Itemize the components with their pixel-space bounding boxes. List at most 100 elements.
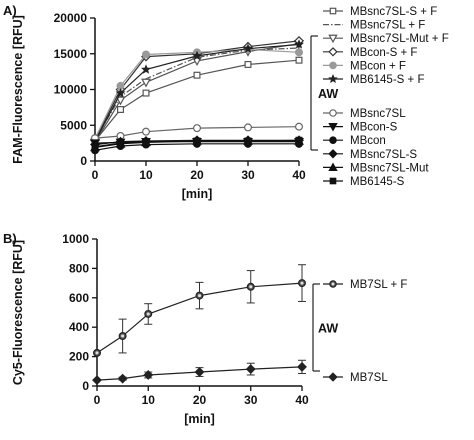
legend-marker bbox=[328, 47, 338, 57]
aw-bracket: AW bbox=[310, 35, 338, 151]
x-axis-title: [min] bbox=[182, 187, 213, 201]
data-point bbox=[115, 87, 126, 98]
legend: MB7SL + F MB7SL bbox=[323, 279, 407, 384]
series-line bbox=[94, 59, 300, 142]
series-line bbox=[94, 43, 300, 142]
data-point bbox=[295, 122, 304, 131]
y-tick-label: 400 bbox=[69, 320, 89, 334]
legend-label: MBcon bbox=[350, 135, 386, 147]
data-point bbox=[117, 373, 128, 384]
legend-marker bbox=[328, 74, 338, 84]
legend-label: MB6145-S + F bbox=[350, 74, 424, 86]
legend-label: MB6145-S bbox=[350, 176, 405, 188]
x-tick-label: 10 bbox=[139, 168, 153, 182]
data-point bbox=[243, 43, 253, 53]
y-tick-label: 0 bbox=[80, 154, 87, 168]
y-tick-label: 200 bbox=[69, 350, 89, 364]
bracket-label: AW bbox=[318, 87, 338, 101]
legend-label: MB7SL bbox=[350, 372, 388, 384]
data-point bbox=[117, 139, 124, 147]
data-point bbox=[142, 127, 151, 136]
series-line bbox=[96, 282, 303, 354]
legend-label: MBsnc7SL-S bbox=[350, 149, 417, 161]
data-point bbox=[142, 138, 150, 146]
legend-label: MBsnc7SL-Mut bbox=[350, 162, 429, 174]
x-axis-title: [min] bbox=[184, 412, 215, 426]
data-point bbox=[91, 143, 99, 151]
legend-label: MBcon + F bbox=[350, 60, 406, 72]
legend-marker bbox=[329, 109, 337, 117]
panel-a: A) 0 5000 10000 15000 20000 0 10 20 30 40 [min] FAM-… bbox=[3, 3, 449, 201]
legend-label: MB7SL + F bbox=[350, 279, 407, 291]
series-line bbox=[94, 126, 300, 139]
data-point bbox=[194, 367, 205, 377]
legend-marker bbox=[328, 372, 338, 382]
data-point bbox=[117, 106, 124, 114]
y-tick-label: 15000 bbox=[54, 47, 88, 61]
y-axis-title: Cy5-Fluorescence [RFU] bbox=[11, 240, 25, 385]
data-point-center bbox=[197, 294, 202, 298]
x-tick-label: 0 bbox=[92, 168, 99, 182]
x-tick-label: 40 bbox=[292, 168, 306, 182]
legend-label: MBcon-S bbox=[350, 122, 398, 134]
x-tick-label: 40 bbox=[295, 393, 309, 407]
series-line bbox=[94, 40, 300, 141]
series-line bbox=[94, 48, 300, 140]
y-tick-label: 1000 bbox=[62, 232, 89, 246]
panel-label: A) bbox=[3, 3, 17, 18]
series-0 bbox=[92, 264, 307, 357]
data-point bbox=[192, 50, 202, 61]
data-point bbox=[142, 89, 150, 97]
series-11 bbox=[91, 136, 303, 151]
data-point bbox=[245, 364, 256, 375]
data-point bbox=[295, 136, 303, 144]
legend-label: MBcon-S + F bbox=[350, 47, 417, 59]
data-point bbox=[244, 60, 252, 68]
panel-label: B) bbox=[3, 231, 17, 246]
series-line bbox=[94, 139, 300, 148]
legend-label: MBsnc7SL + F bbox=[350, 20, 425, 32]
series-1 bbox=[92, 359, 307, 386]
data-point bbox=[244, 137, 252, 145]
x-tick-label: 20 bbox=[193, 393, 207, 407]
legend-marker bbox=[329, 136, 337, 145]
y-axis-title: FAM-Fluorescence [RFU] bbox=[11, 15, 25, 164]
y-tick-label: 5000 bbox=[60, 118, 87, 132]
series-6 bbox=[90, 122, 304, 143]
x-tick-label: 30 bbox=[241, 168, 255, 182]
data-point bbox=[142, 50, 151, 59]
data-point-center bbox=[146, 312, 150, 316]
data-point bbox=[297, 361, 307, 372]
y-tick-label: 10000 bbox=[54, 83, 88, 97]
legend-marker bbox=[328, 123, 338, 132]
legend-label: MBsnc7SL bbox=[350, 108, 406, 120]
legend-marker-center bbox=[331, 282, 335, 286]
aw-bracket: AW bbox=[312, 283, 338, 372]
data-point-center bbox=[300, 281, 304, 285]
legend-label: MBsnc7SL-S + F bbox=[350, 6, 437, 18]
legend-marker bbox=[328, 34, 338, 44]
data-point bbox=[193, 71, 201, 79]
legend-marker bbox=[329, 61, 337, 70]
data-point bbox=[295, 56, 303, 64]
x-tick-label: 20 bbox=[190, 168, 204, 182]
data-point bbox=[295, 48, 304, 57]
x-tick-label: 30 bbox=[244, 393, 258, 407]
panel-b: B) 0 200 400 600 800 1000 0 10 20 30 40 [min] Cy5-Flu… bbox=[3, 231, 407, 426]
legend-label: MBsnc7SL-Mut + F bbox=[350, 33, 449, 45]
data-point-center bbox=[121, 334, 125, 338]
bracket-label: AW bbox=[318, 322, 338, 336]
legend-marker bbox=[328, 162, 338, 171]
data-point bbox=[141, 78, 151, 88]
legend-marker bbox=[329, 7, 337, 15]
legend-marker bbox=[329, 177, 337, 185]
y-tick-label: 20000 bbox=[54, 11, 88, 25]
x-tick-label: 0 bbox=[94, 393, 101, 407]
data-point bbox=[244, 123, 253, 132]
x-tick-label: 10 bbox=[142, 393, 156, 407]
data-point-center bbox=[95, 351, 99, 355]
data-point bbox=[193, 124, 202, 133]
data-point bbox=[294, 39, 304, 49]
